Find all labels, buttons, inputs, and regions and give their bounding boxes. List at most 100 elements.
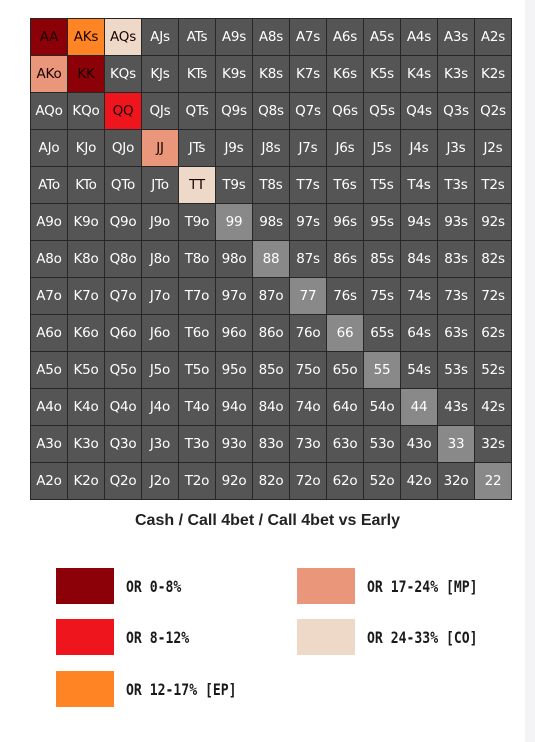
hand-cell-73o: 73o [290,426,327,463]
hand-cell-a6o: A6o [31,315,68,352]
hand-cell-77: 77 [290,278,327,315]
legend-swatch [297,568,355,604]
hand-cell-53o: 53o [364,426,401,463]
legend-label: OR 8-12% [126,627,190,647]
hand-cell-32o: 32o [438,463,475,500]
hand-cell-75o: 75o [290,352,327,389]
hand-cell-t7o: T7o [179,278,216,315]
hand-cell-q6o: Q6o [105,315,142,352]
legend-item-or-24-33-co: OR 24-33% [CO] [297,619,502,655]
hand-cell-q2s: Q2s [475,93,512,130]
hand-cell-k7s: K7s [290,56,327,93]
hand-cell-qts: QTs [179,93,216,130]
hand-cell-44: 44 [401,389,438,426]
hand-cell-54s: 54s [401,352,438,389]
legend-swatch [297,619,355,655]
hand-cell-a7o: A7o [31,278,68,315]
hand-cell-65s: 65s [364,315,401,352]
hand-cell-42o: 42o [401,463,438,500]
hand-cell-j4s: J4s [401,130,438,167]
hand-cell-j7o: J7o [142,278,179,315]
hand-cell-k6o: K6o [68,315,105,352]
legend-label: OR 12-17% [EP] [126,679,237,699]
chart-caption: Cash / Call 4bet / Call 4bet vs Early [135,512,400,529]
hand-cell-aqs: AQs [105,19,142,56]
hand-cell-86o: 86o [253,315,290,352]
hand-cell-t8o: T8o [179,241,216,278]
hand-cell-j9s: J9s [216,130,253,167]
hand-cell-52s: 52s [475,352,512,389]
hand-cell-aqo: AQo [31,93,68,130]
hand-cell-kto: KTo [68,167,105,204]
hand-cell-95s: 95s [364,204,401,241]
hand-cell-kqs: KQs [105,56,142,93]
hand-cell-j3s: J3s [438,130,475,167]
hand-cell-t4o: T4o [179,389,216,426]
hand-cell-kk: KK [68,56,105,93]
hand-cell-k3o: K3o [68,426,105,463]
hand-cell-85s: 85s [364,241,401,278]
hand-cell-t2o: T2o [179,463,216,500]
legend-item-or-8-12: OR 8-12% [56,619,203,655]
hand-cell-q5o: Q5o [105,352,142,389]
legend-item-or-0-8: OR 0-8% [56,568,193,604]
hand-cell-72s: 72s [475,278,512,315]
hand-cell-66: 66 [327,315,364,352]
page-edge-strip [525,0,535,742]
hand-cell-a3o: A3o [31,426,68,463]
hand-cell-aks: AKs [68,19,105,56]
hand-cell-t6o: T6o [179,315,216,352]
hand-cell-85o: 85o [253,352,290,389]
hand-cell-q3s: Q3s [438,93,475,130]
hand-cell-aa: AA [31,19,68,56]
hand-cell-q5s: Q5s [364,93,401,130]
hand-cell-74o: 74o [290,389,327,426]
hand-cell-ako: AKo [31,56,68,93]
hand-cell-j4o: J4o [142,389,179,426]
hand-cell-kjo: KJo [68,130,105,167]
hand-cell-t5o: T5o [179,352,216,389]
hand-cell-76s: 76s [327,278,364,315]
hand-cell-98s: 98s [253,204,290,241]
hand-cell-83o: 83o [253,426,290,463]
hand-cell-ajo: AJo [31,130,68,167]
hand-cell-97o: 97o [216,278,253,315]
hand-cell-q9o: Q9o [105,204,142,241]
hand-cell-54o: 54o [364,389,401,426]
hand-cell-j2o: J2o [142,463,179,500]
hand-cell-88: 88 [253,241,290,278]
legend-swatch [56,619,114,655]
hand-cell-a5o: A5o [31,352,68,389]
hand-cell-k9o: K9o [68,204,105,241]
hand-cell-96s: 96s [327,204,364,241]
hand-cell-99: 99 [216,204,253,241]
hand-cell-98o: 98o [216,241,253,278]
hand-cell-75s: 75s [364,278,401,315]
hand-cell-63o: 63o [327,426,364,463]
hand-cell-j8s: J8s [253,130,290,167]
hand-cell-84o: 84o [253,389,290,426]
hand-cell-k3s: K3s [438,56,475,93]
hand-cell-j5o: J5o [142,352,179,389]
hand-cell-k7o: K7o [68,278,105,315]
hand-cell-a5s: A5s [364,19,401,56]
hand-cell-t3o: T3o [179,426,216,463]
hand-cell-43o: 43o [401,426,438,463]
hand-cell-k8o: K8o [68,241,105,278]
hand-cell-a4o: A4o [31,389,68,426]
hand-cell-q7o: Q7o [105,278,142,315]
hand-cell-93o: 93o [216,426,253,463]
hand-cell-t5s: T5s [364,167,401,204]
hand-cell-64s: 64s [401,315,438,352]
hand-cell-94o: 94o [216,389,253,426]
hand-cell-k2s: K2s [475,56,512,93]
hand-cell-t3s: T3s [438,167,475,204]
hand-cell-q3o: Q3o [105,426,142,463]
hand-cell-k5o: K5o [68,352,105,389]
hand-cell-q2o: Q2o [105,463,142,500]
hand-cell-q8s: Q8s [253,93,290,130]
hand-cell-a2o: A2o [31,463,68,500]
hand-cell-jto: JTo [142,167,179,204]
hand-cell-94s: 94s [401,204,438,241]
hand-cell-a2s: A2s [475,19,512,56]
